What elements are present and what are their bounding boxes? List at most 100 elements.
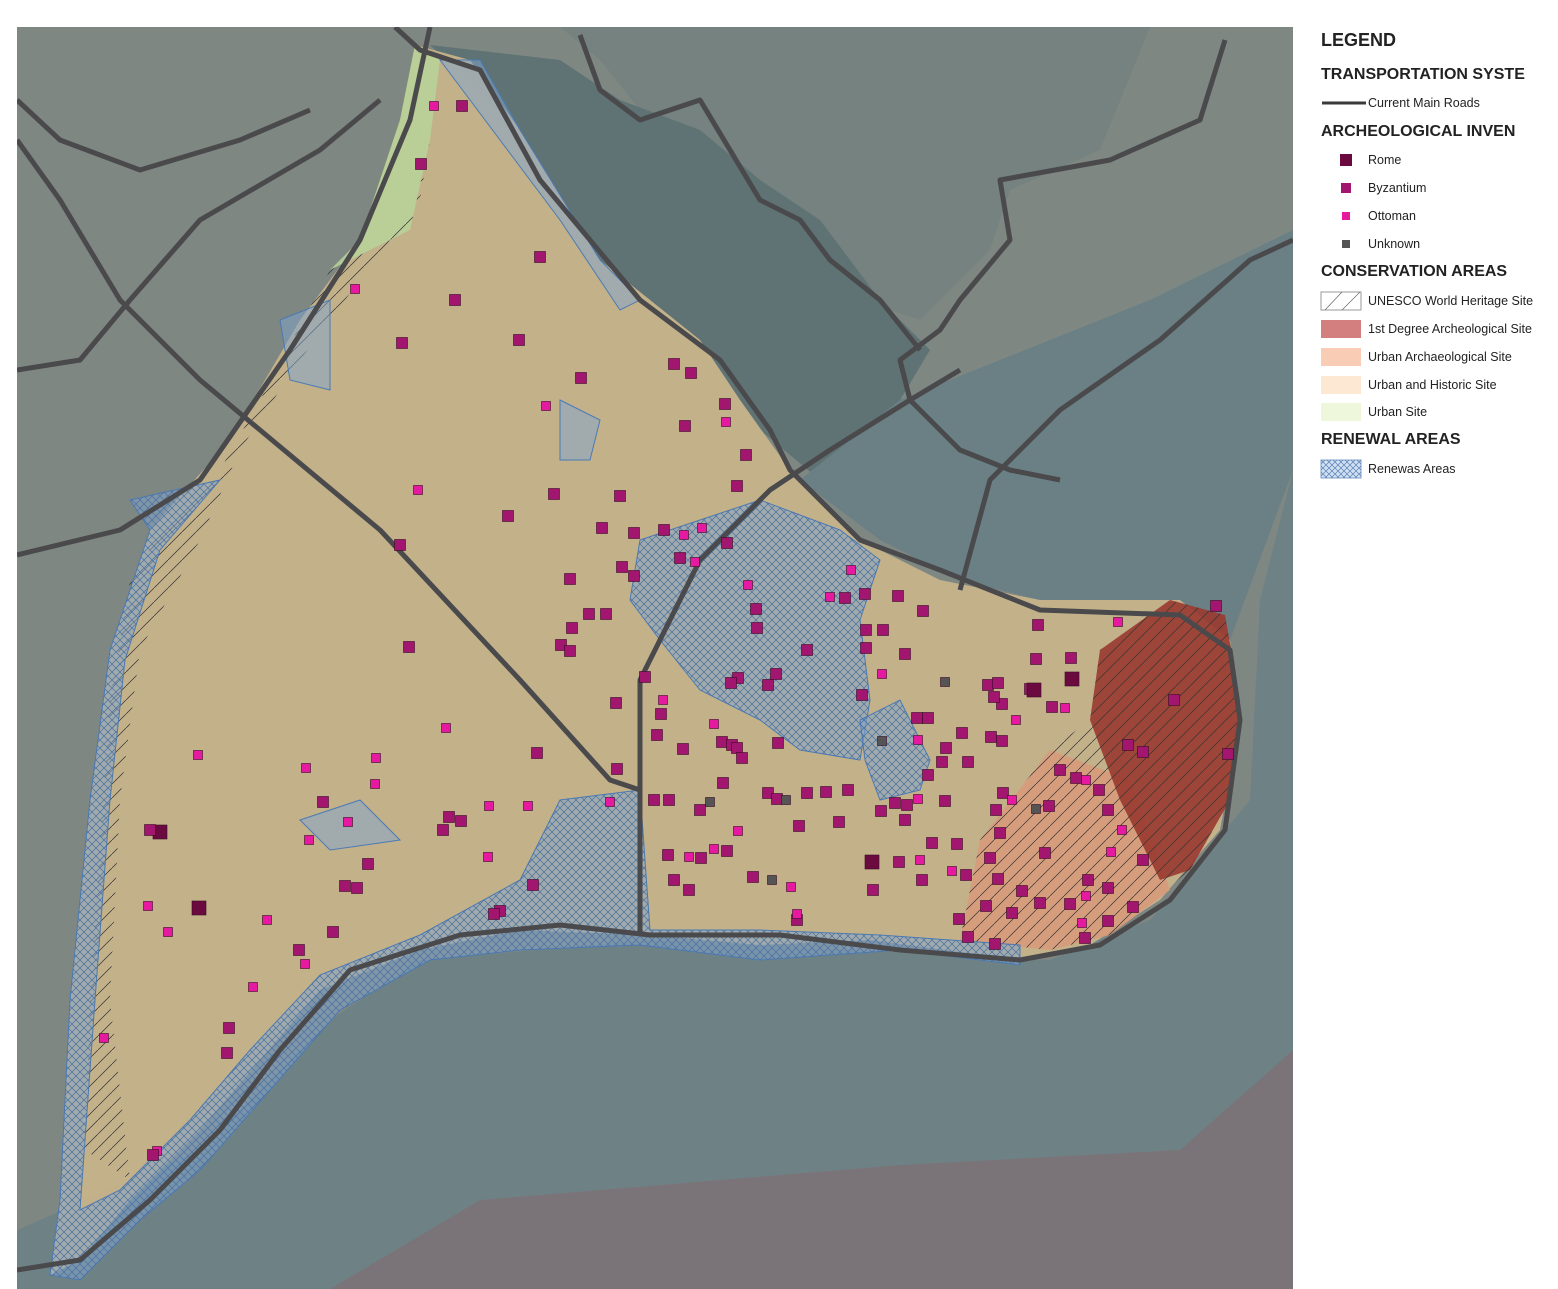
site-marker (527, 879, 539, 891)
site-marker (1210, 600, 1222, 612)
site-marker (221, 1047, 233, 1059)
site-marker (583, 608, 595, 620)
site-marker (911, 712, 923, 724)
site-marker (564, 573, 576, 585)
site-marker (639, 671, 651, 683)
site-marker (877, 736, 887, 746)
site-marker (1079, 932, 1091, 944)
site-marker (792, 909, 802, 919)
site-marker (566, 622, 578, 634)
site-marker (940, 677, 950, 687)
site-marker (743, 580, 753, 590)
site-marker (662, 849, 674, 861)
site-marker (996, 698, 1008, 710)
site-marker (960, 869, 972, 881)
site-marker (860, 624, 872, 636)
site-marker (899, 814, 911, 826)
site-marker (781, 795, 791, 805)
site-marker (962, 931, 974, 943)
site-marker (1064, 898, 1076, 910)
site-marker (994, 827, 1006, 839)
site-marker (833, 816, 845, 828)
site-marker (441, 723, 451, 733)
site-marker (488, 908, 500, 920)
site-marker (751, 622, 763, 634)
section-title: RENEWAL AREAS (1321, 431, 1461, 448)
site-marker (1102, 882, 1114, 894)
site-marker (982, 679, 994, 691)
site-marker (1117, 825, 1127, 835)
site-marker (628, 570, 640, 582)
legend-label: Byzantium (1368, 181, 1427, 195)
site-marker (731, 742, 743, 754)
site-marker (1007, 795, 1017, 805)
site-marker (351, 882, 363, 894)
site-marker (772, 737, 784, 749)
site-marker (685, 367, 697, 379)
site-marker (984, 852, 996, 864)
site-marker (523, 801, 533, 811)
site-marker (513, 334, 525, 346)
site-marker (1168, 694, 1180, 706)
site-marker (846, 565, 856, 575)
site-marker (610, 697, 622, 709)
site-marker (605, 797, 615, 807)
unesco-site (960, 600, 1240, 950)
site-marker (1032, 619, 1044, 631)
site-marker (951, 838, 963, 850)
site-marker (926, 837, 938, 849)
site-marker (679, 530, 689, 540)
site-marker (705, 797, 715, 807)
site-marker (899, 648, 911, 660)
site-marker (820, 786, 832, 798)
legend-label: UNESCO World Heritage Site (1368, 294, 1534, 308)
site-marker (1046, 701, 1058, 713)
site-marker (262, 915, 272, 925)
legend-label: Urban and Historic Site (1368, 378, 1497, 392)
site-marker (1137, 854, 1149, 866)
site-marker (1016, 885, 1028, 897)
site-marker (668, 874, 680, 886)
site-marker (1039, 847, 1051, 859)
site-marker (842, 784, 854, 796)
site-marker (859, 588, 871, 600)
site-marker (690, 557, 700, 567)
site-marker (614, 490, 626, 502)
site-marker (917, 605, 929, 617)
site-marker (658, 695, 668, 705)
site-marker (893, 856, 905, 868)
site-marker (555, 639, 567, 651)
site-marker (721, 845, 733, 857)
site-marker (396, 337, 408, 349)
site-marker (1060, 703, 1070, 713)
site-marker (953, 913, 965, 925)
site-marker (616, 561, 628, 573)
site-marker (651, 729, 663, 741)
site-marker (988, 691, 1000, 703)
site-marker (913, 794, 923, 804)
site-marker (922, 712, 934, 724)
site-marker (996, 735, 1008, 747)
site-marker (1043, 800, 1055, 812)
site-marker (990, 804, 1002, 816)
site-marker (1102, 804, 1114, 816)
site-marker (877, 669, 887, 679)
site-marker (740, 449, 752, 461)
site-marker (327, 926, 339, 938)
site-marker (762, 787, 774, 799)
legend-title: LEGEND (1321, 30, 1397, 50)
site-marker (191, 900, 207, 916)
site-marker (864, 854, 880, 870)
site-marker (600, 608, 612, 620)
site-marker (484, 801, 494, 811)
site-marker (1031, 804, 1041, 814)
site-marker (1054, 764, 1066, 776)
site-marker (1081, 891, 1091, 901)
site-marker (628, 527, 640, 539)
site-marker (939, 795, 951, 807)
site-marker (956, 727, 968, 739)
legend-label: 1st Degree Archeological Site (1368, 322, 1532, 336)
site-marker (370, 779, 380, 789)
site-marker (801, 644, 813, 656)
site-marker (99, 1033, 109, 1043)
